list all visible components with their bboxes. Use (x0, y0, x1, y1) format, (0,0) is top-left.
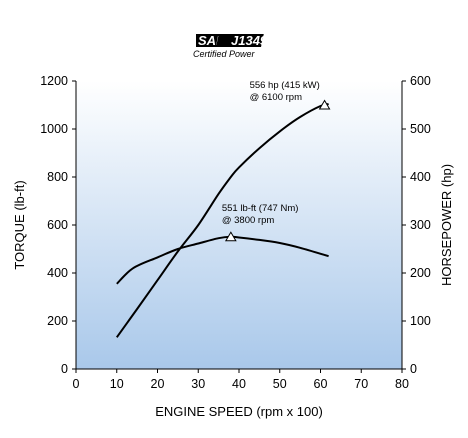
x-axis-title: ENGINE SPEED (rpm x 100) (155, 404, 323, 419)
sae-certified-power-logo: SAE J1349 Certified Power (193, 33, 268, 59)
bottom-tick-label: 40 (232, 377, 246, 391)
right-tick-label: 300 (410, 218, 431, 232)
bottom-tick-label: 80 (395, 377, 409, 391)
right-axis-title: HORSEPOWER (hp) (439, 164, 454, 286)
right-tick-label: 500 (410, 122, 431, 136)
peak-torque-rpm: @ 3800 rpm (222, 215, 275, 226)
left-tick-label: 400 (47, 266, 68, 280)
peak-torque-marker (224, 231, 237, 242)
annotation-layer: 556 hp (415 kW)@ 6100 rpm 551 lb-ft (747 … (222, 80, 331, 242)
left-axis-ticks: 0 200 400 600 800 1000 1200 (40, 74, 76, 376)
peak-horsepower-rpm: @ 6100 rpm (250, 92, 303, 103)
left-tick-label: 1200 (40, 74, 68, 88)
series-layer (115, 103, 329, 338)
horsepower-line (115, 103, 329, 338)
bottom-tick-label: 70 (354, 377, 368, 391)
right-axis-ticks: 0 100 200 300 400 500 600 (402, 74, 431, 376)
logo-standard-text: J1349 (231, 33, 268, 48)
peak-horsepower-label: 556 hp (415 kW) (250, 80, 320, 91)
bottom-tick-label: 0 (73, 377, 80, 391)
left-axis-title: TORQUE (lb-ft) (12, 180, 27, 269)
left-tick-label: 800 (47, 170, 68, 184)
left-tick-label: 200 (47, 314, 68, 328)
bottom-axis-ticks: 0 10 20 30 40 50 60 70 80 (73, 369, 409, 391)
logo-certified-text: Certified Power (193, 49, 256, 59)
bottom-tick-label: 20 (151, 377, 165, 391)
right-tick-label: 200 (410, 266, 431, 280)
left-tick-label: 600 (47, 218, 68, 232)
bottom-tick-label: 50 (273, 377, 287, 391)
peak-horsepower-marker (318, 99, 331, 110)
bottom-tick-label: 30 (191, 377, 205, 391)
right-tick-label: 600 (410, 74, 431, 88)
bottom-tick-label: 10 (110, 377, 124, 391)
left-tick-label: 0 (61, 362, 68, 376)
right-tick-label: 400 (410, 170, 431, 184)
bottom-tick-label: 60 (314, 377, 328, 391)
left-tick-label: 1000 (40, 122, 68, 136)
right-tick-label: 0 (410, 362, 417, 376)
peak-torque-label: 551 lb-ft (747 Nm) (222, 203, 299, 214)
plot-area (76, 81, 402, 369)
torque-line (116, 235, 329, 285)
right-tick-label: 100 (410, 314, 431, 328)
